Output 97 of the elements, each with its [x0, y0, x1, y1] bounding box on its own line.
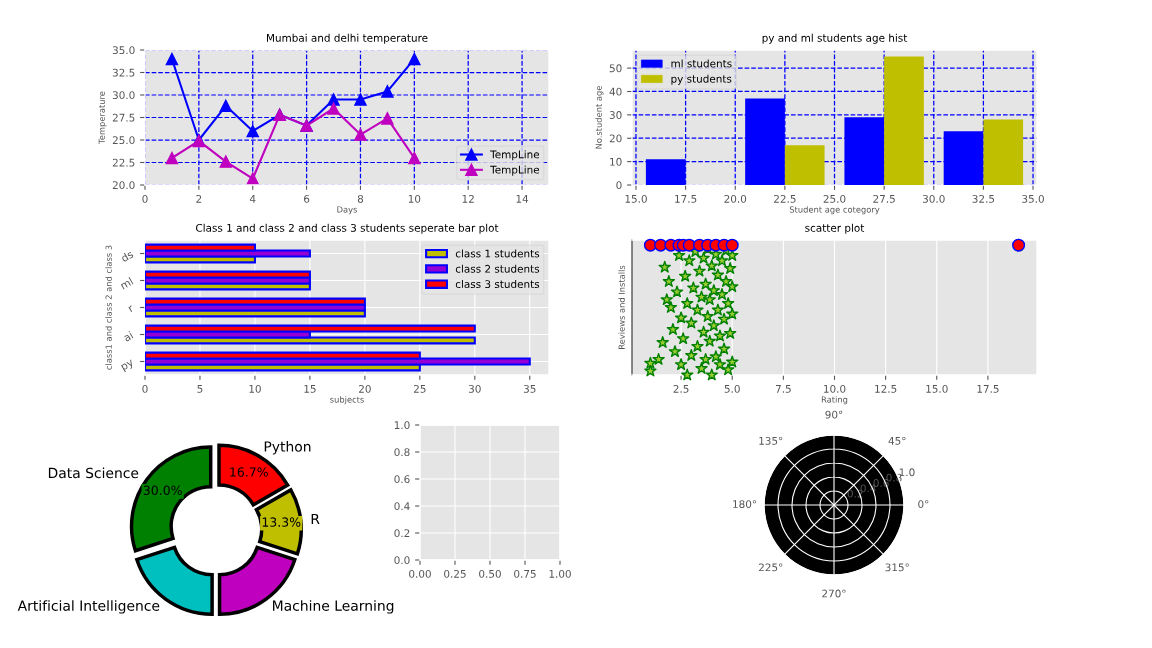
x-tick-label: 0.25	[444, 569, 466, 578]
y-tick-label: 20	[609, 134, 622, 143]
spoke-label: 0°	[918, 500, 929, 509]
x-tick-label: 35	[523, 384, 536, 393]
data-label: 16.7%	[230, 467, 268, 477]
y-tick-label: ds	[120, 249, 134, 263]
x-tick-label: 8	[357, 194, 364, 203]
y-tick-label: 32.5	[112, 68, 135, 77]
y-tick-label: 0.8	[394, 448, 410, 457]
y-tick-label: 0.0	[394, 556, 410, 565]
chart-title: Mumbai and delhi temperature	[267, 33, 428, 44]
y-axis-title: Temperature	[98, 91, 107, 144]
x-tick-label: 2	[196, 194, 202, 203]
x-tick-label: 25.0	[823, 194, 846, 203]
legend-label: TempLine	[490, 150, 540, 161]
x-tick-label: 12	[462, 194, 474, 203]
y-tick-label: 35.0	[112, 46, 135, 55]
x-tick-label: 5	[197, 385, 203, 393]
spoke-label: 180°	[733, 500, 757, 509]
x-tick-label: 1.00	[549, 569, 571, 578]
x-axis-title: Rating	[821, 396, 848, 405]
slice-label: Artificial Intelligence	[17, 600, 160, 614]
y-axis-title: class1 and class 2 and class 3	[105, 245, 112, 370]
y-tick-label: 20.0	[112, 181, 135, 190]
x-tick-label: 15.0	[625, 194, 647, 203]
x-axis-title: subjects	[330, 396, 364, 405]
y-tick-label: 22.5	[112, 158, 135, 167]
x-tick-label: 20.0	[724, 194, 747, 203]
slice-label: Data Science	[48, 467, 139, 479]
x-tick-label: 15	[304, 385, 316, 393]
x-tick-label: 0.50	[479, 569, 501, 578]
y-tick-label: 0.2	[394, 529, 410, 538]
x-tick-label: 10	[249, 384, 261, 393]
x-tick-label: 35.0	[1022, 194, 1044, 203]
x-tick-label: 10	[408, 194, 421, 203]
x-axis-title: Days	[337, 206, 357, 215]
x-tick-label: 7.5	[775, 385, 791, 393]
x-tick-label: 30.0	[922, 194, 945, 203]
y-tick-label: 1.0	[899, 468, 915, 477]
spoke-label: 45°	[888, 436, 906, 445]
y-tick-label: py	[121, 359, 136, 373]
legend-label: class 1 students	[455, 249, 540, 258]
data-label: 30.0%	[143, 485, 182, 495]
x-tick-label: 20	[359, 384, 371, 393]
y-axis-title: No.student age	[595, 86, 604, 149]
x-tick-label: 5.0	[724, 384, 740, 393]
y-tick-label: 40	[609, 87, 622, 96]
spoke-label: 315°	[885, 563, 909, 572]
x-tick-label: 14	[516, 195, 529, 203]
y-tick-label: 27.5	[112, 113, 135, 122]
y-axis-title: Reviews and Installs	[618, 265, 625, 349]
spoke-label: 225°	[758, 563, 783, 572]
slice-label: Python	[264, 441, 311, 455]
y-tick-label: 10	[610, 157, 622, 166]
x-tick-label: 17.5	[977, 385, 999, 393]
chart-title: py and ml students age hist	[762, 33, 908, 44]
x-tick-label: 6	[304, 194, 310, 203]
x-tick-label: 4	[249, 195, 256, 203]
legend-label: class 3 students	[455, 279, 540, 289]
y-tick-label: 50	[609, 64, 622, 73]
chart-title: scatter plot	[805, 223, 865, 234]
y-tick-label: 0.4	[394, 502, 410, 511]
legend-label: ml students	[671, 59, 732, 68]
y-tick-label: ai	[122, 331, 134, 342]
x-tick-label: 17.5	[675, 195, 697, 203]
y-tick-label: 30.0	[112, 91, 135, 100]
x-tick-label: 0.00	[409, 569, 431, 578]
spoke-label: 135°	[759, 436, 783, 445]
legend-label: TempLine	[490, 165, 540, 176]
data-label: 13.3%	[262, 517, 301, 527]
y-tick-label: 30	[609, 111, 622, 119]
y-tick-label: 0.6	[394, 475, 410, 484]
x-tick-label: 10.0	[824, 384, 846, 393]
x-axis-title: Student age cotegory	[789, 206, 880, 215]
x-tick-label: 27.5	[873, 194, 895, 203]
y-tick-label: 1.0	[394, 421, 410, 430]
spoke-label: 270°	[822, 589, 846, 598]
spoke-label: 90°	[825, 410, 843, 419]
y-tick-label: ml	[119, 277, 134, 290]
x-tick-label: 25	[413, 384, 426, 393]
y-tick-label: r	[128, 305, 135, 313]
x-tick-label: 0	[142, 384, 148, 393]
x-tick-label: 15.0	[926, 384, 948, 393]
legend-label: R	[311, 513, 320, 524]
x-tick-label: 0	[142, 194, 148, 203]
slice-label: Machine Learning	[273, 600, 394, 614]
x-tick-label: 2.5	[673, 384, 689, 393]
y-tick-label: 25.0	[112, 136, 135, 145]
x-tick-label: 22.5	[774, 194, 796, 203]
legend-label: py students	[671, 74, 732, 85]
x-tick-label: 30	[468, 384, 481, 393]
x-tick-label: 0.75	[514, 569, 536, 578]
chart-title: Class 1 and class 2 and class 3 students seperate bar plot	[196, 223, 499, 234]
x-tick-label: 12.5	[875, 384, 897, 393]
x-tick-label: 32.5	[972, 194, 995, 203]
legend-label: class 2 students	[455, 264, 540, 273]
y-tick-label: 0	[616, 181, 622, 190]
